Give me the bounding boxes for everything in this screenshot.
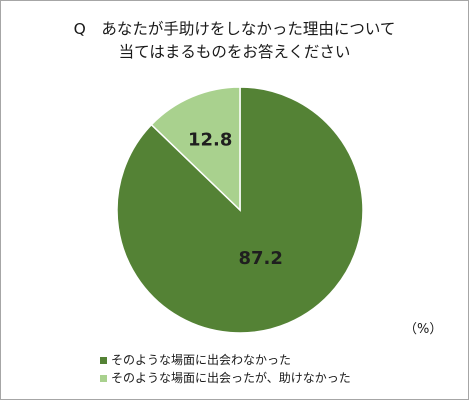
unit-note: （%） <box>404 322 443 337</box>
legend-swatch <box>100 356 107 364</box>
legend-label: そのような場面に出会ったが、助けなかった <box>111 371 351 385</box>
legend: そのような場面に出会わなかった そのような場面に出会ったが、助けなかった <box>100 351 351 387</box>
legend-swatch <box>100 374 107 382</box>
data-label-not-encountered: 87.2 <box>238 248 282 269</box>
legend-label: そのような場面に出会わなかった <box>111 353 292 367</box>
pie-slice-encountered-not-helped <box>150 86 241 212</box>
legend-item-encountered-not-helped: そのような場面に出会ったが、助けなかった <box>100 369 351 387</box>
chart-title: Q あなたが手助けをしなかった理由について 当てはまるものをお答えください <box>0 18 469 64</box>
chart-title-line-2: 当てはまるものをお答えください <box>118 43 351 61</box>
chart-title-line-1: Q あなたが手助けをしなかった理由について <box>73 20 396 38</box>
data-label-encountered-not-helped: 12.8 <box>188 129 232 150</box>
legend-item-not-encountered: そのような場面に出会わなかった <box>100 351 351 369</box>
